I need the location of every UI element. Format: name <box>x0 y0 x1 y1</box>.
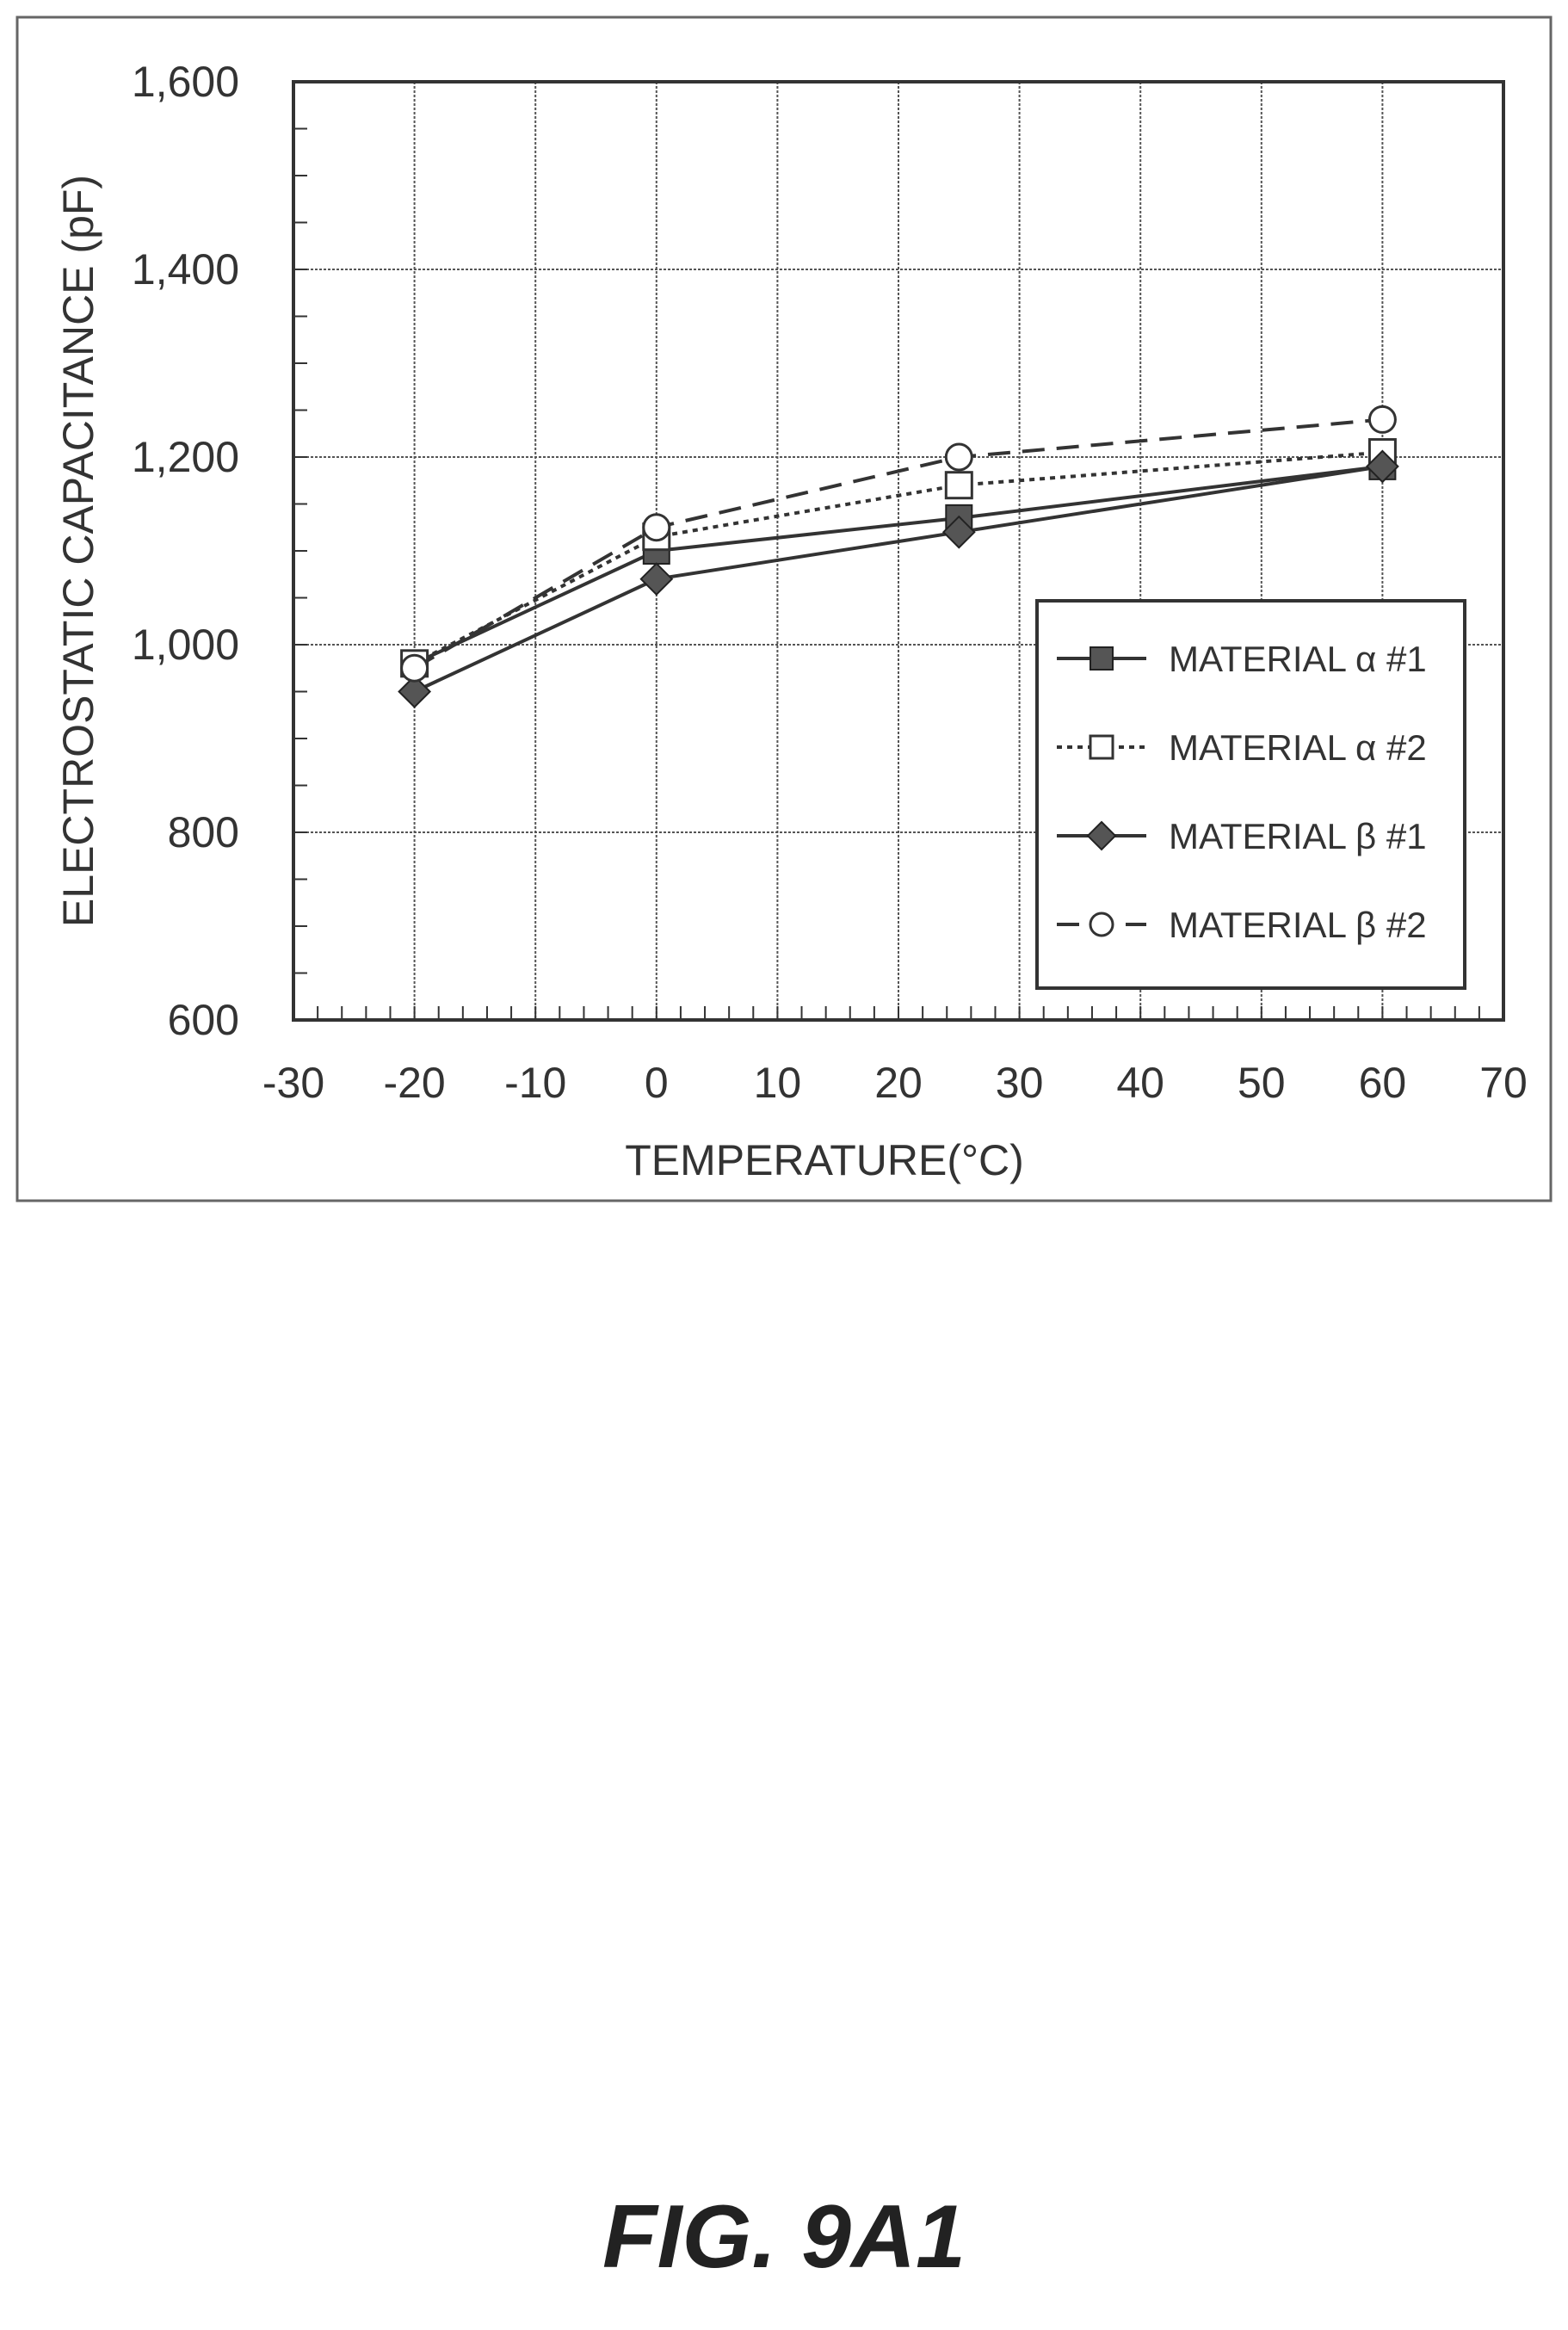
x-tick-label: 50 <box>1238 1059 1286 1107</box>
x-tick-label: 40 <box>1116 1059 1164 1107</box>
x-tick-label: -10 <box>504 1059 566 1107</box>
legend-label: MATERIAL α #2 <box>1169 727 1427 768</box>
data-point-marker <box>1086 820 1117 851</box>
x-tick-label: 30 <box>996 1059 1044 1107</box>
data-point-marker <box>1365 449 1399 484</box>
y-tick-labels: 600 800 1,000 1,200 1,400 1,600 <box>132 58 239 1044</box>
series-4 <box>400 405 1397 683</box>
y-tick-label: 800 <box>168 808 239 856</box>
legend-label: MATERIAL α #1 <box>1169 639 1427 679</box>
legend-label: MATERIAL β #1 <box>1169 816 1427 856</box>
series-line <box>413 464 1383 665</box>
data-point-marker <box>944 442 973 472</box>
y-tick-label: 1,600 <box>132 58 239 106</box>
y-tick-label: 1,000 <box>132 621 239 669</box>
data-point-marker <box>1089 912 1114 937</box>
x-tick-label: 20 <box>874 1059 923 1107</box>
y-tick-label: 600 <box>168 996 239 1044</box>
legend-label: MATERIAL β #2 <box>1169 905 1427 945</box>
data-point-marker <box>1367 405 1397 434</box>
figure-caption: FIG. 9A1 <box>602 2187 966 2287</box>
legend-entry: MATERIAL β #2 <box>1057 905 1427 945</box>
y-tick-label: 1,200 <box>132 433 239 481</box>
data-point-marker <box>400 653 429 683</box>
x-tick-label: 70 <box>1479 1059 1528 1107</box>
series-line <box>413 417 1383 670</box>
x-tick-label: 10 <box>754 1059 802 1107</box>
legend-entry: MATERIAL β #1 <box>1057 816 1427 856</box>
series-layer <box>398 405 1399 708</box>
data-point-marker <box>398 675 432 708</box>
series-line <box>413 450 1383 665</box>
x-tick-label: -20 <box>383 1059 445 1107</box>
data-point-marker <box>639 562 674 596</box>
legend-entry: MATERIAL α #1 <box>1057 639 1427 679</box>
x-tick-label: 0 <box>645 1059 669 1107</box>
series-3 <box>398 449 1399 708</box>
x-tick-label: -30 <box>262 1059 324 1107</box>
legend-entry: MATERIAL α #2 <box>1057 727 1427 768</box>
legend: MATERIAL α #1 MATERIAL α #2 MATERIAL β #1 M… <box>1035 599 1466 990</box>
y-tick-label: 1,400 <box>132 245 239 294</box>
x-axis-label: TEMPERATURE(°C) <box>625 1136 1024 1184</box>
series-line <box>413 464 1383 694</box>
data-point-marker <box>1090 646 1114 671</box>
x-tick-labels: -30 -20 -10 0 10 20 30 40 50 60 70 <box>262 1059 1528 1107</box>
plot-area <box>292 80 1505 1022</box>
data-point-marker <box>642 513 671 542</box>
data-point-marker <box>941 515 976 549</box>
chart-outer-frame <box>15 15 1553 1202</box>
y-axis-label: ELECTROSTATIC CAPACITANCE (pF) <box>54 175 102 927</box>
x-tick-label: 60 <box>1359 1059 1407 1107</box>
data-point-marker <box>1089 734 1114 760</box>
data-point-marker <box>944 471 973 500</box>
